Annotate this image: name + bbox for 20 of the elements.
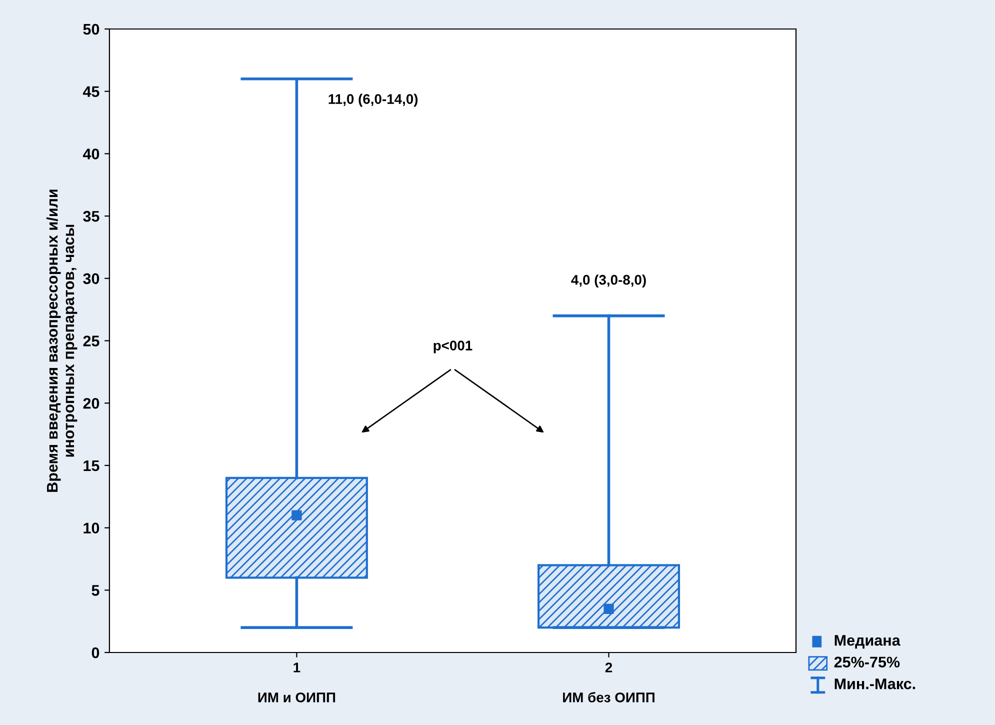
y-tick-label: 20 — [83, 398, 100, 409]
y-tick-label: 25 — [83, 336, 100, 346]
text: Мин.-Макс. — [834, 678, 916, 690]
category-label: 2 ИМ без ОИПП — [563, 662, 654, 702]
y-tick-label: 10 — [84, 522, 100, 534]
y-tick-label: 40 — [82, 148, 100, 160]
y-tick-label: 5 — [92, 585, 100, 596]
category-label: 1 ИМ и ОИПП — [258, 662, 336, 702]
y-tick-label: 50 — [83, 24, 100, 35]
y-tick-label: 15 — [84, 460, 100, 472]
y-axis-title: Время введения вазопрессорных и/или инотропных препаратов, часы — [46, 190, 78, 492]
annotation: 11,0 (6,0-14,0) — [328, 94, 418, 107]
y-tick-label: 35 — [83, 210, 100, 222]
text: 25%-75% — [834, 656, 900, 668]
y-tick-label: 45 — [82, 86, 100, 98]
annotation: 4,0 (3,0-8,0) — [571, 274, 646, 288]
y-tick-label: 30 — [83, 273, 100, 284]
annotation: p<001 — [434, 340, 472, 354]
y-tick-label: 0 — [92, 647, 100, 658]
text: Медиана — [834, 635, 900, 649]
